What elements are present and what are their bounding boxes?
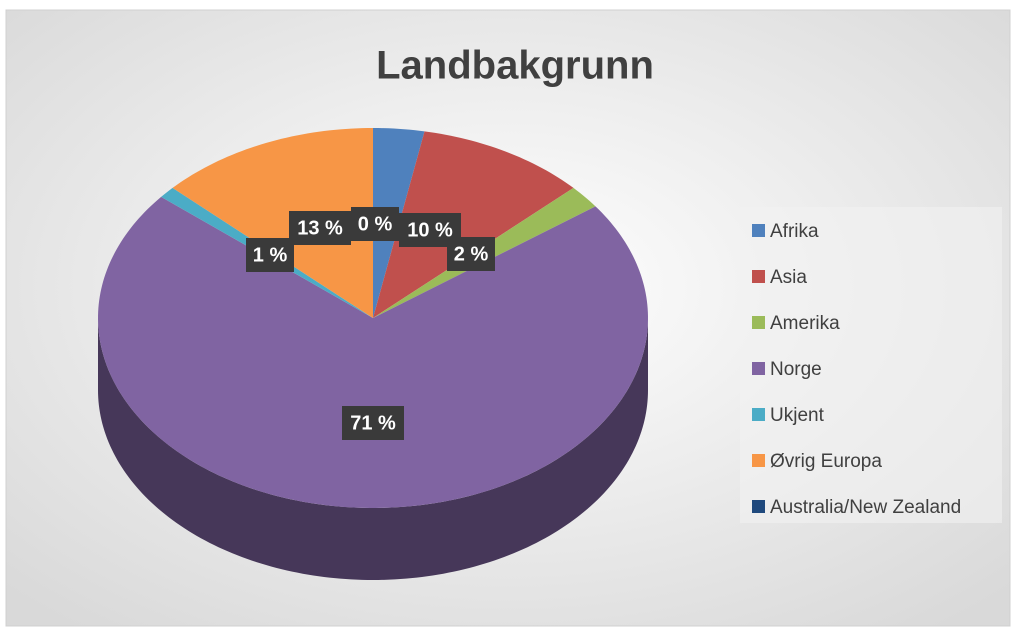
legend-box <box>740 207 1002 523</box>
data-label-box <box>351 207 399 241</box>
legend-swatch <box>752 224 765 237</box>
legend-label: Asia <box>770 267 807 288</box>
legend-swatch <box>752 316 765 329</box>
legend-label: Ukjent <box>770 405 825 426</box>
slice <box>172 128 373 318</box>
legend-swatch <box>752 362 765 375</box>
data-label: 13 % <box>297 217 343 239</box>
legend-swatch <box>752 454 765 467</box>
legend-swatch <box>752 500 765 513</box>
data-label: 2 % <box>454 243 489 265</box>
chart-title: Landbakgrunn <box>376 44 654 88</box>
legend-swatch <box>752 408 765 421</box>
legend-swatch <box>752 270 765 283</box>
legend-label: Norge <box>770 359 822 380</box>
slice-side <box>98 318 648 580</box>
data-label: 1 % <box>253 244 288 266</box>
slice <box>373 131 574 318</box>
data-label: 71 % <box>350 412 396 434</box>
legend-label: Amerika <box>770 313 840 334</box>
data-label: 0 % <box>358 213 393 235</box>
legend-label: Afrika <box>770 221 819 242</box>
data-label-box <box>342 406 404 440</box>
data-label: 10 % <box>407 219 453 241</box>
legend-label: Øvrig Europa <box>770 451 882 472</box>
data-label-box <box>246 238 294 272</box>
data-label-box <box>289 211 351 245</box>
slice <box>98 196 648 508</box>
legend-label: Australia/New Zealand <box>770 497 961 518</box>
data-label-box <box>447 237 495 271</box>
